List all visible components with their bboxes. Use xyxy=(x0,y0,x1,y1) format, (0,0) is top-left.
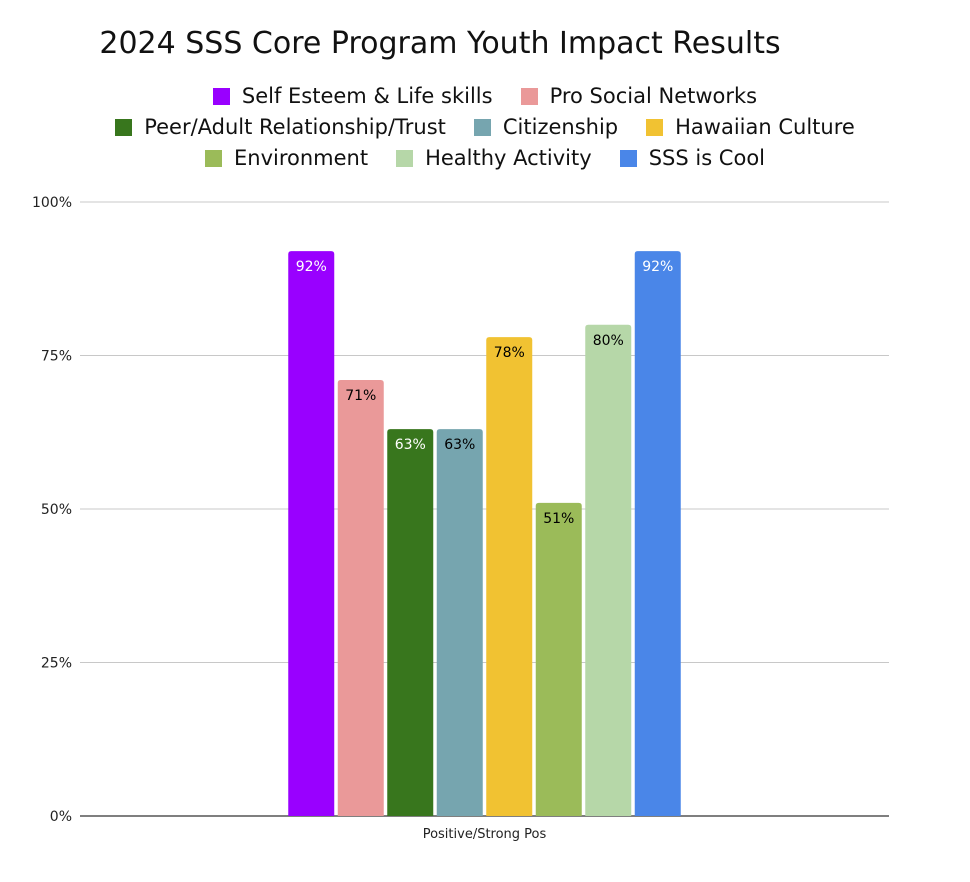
chart-title: 2024 SSS Core Program Youth Impact Resul… xyxy=(99,26,781,61)
y-tick-label: 75% xyxy=(41,349,72,365)
legend-swatch xyxy=(204,149,222,167)
legend-item-pro-social: Pro Social Networks xyxy=(520,84,758,108)
legend-swatch xyxy=(396,149,414,167)
legend-label: Citizenship xyxy=(502,115,619,139)
data-label: 78% xyxy=(494,345,525,361)
legend-label: Environment xyxy=(233,146,369,170)
legend-row-2: Peer/Adult Relationship/Trust Citizenshi… xyxy=(0,115,970,139)
y-tick-label: 50% xyxy=(41,502,72,518)
legend-item-self-esteem: Self Esteem & Life skills xyxy=(212,84,493,108)
legend-swatch xyxy=(520,87,538,105)
legend-item-healthy-activity: Healthy Activity xyxy=(396,146,592,170)
legend-item-hawaiian-culture: Hawaiian Culture xyxy=(646,115,855,139)
data-label: 51% xyxy=(543,511,574,527)
legend-row-1: Self Esteem & Life skills Pro Social Net… xyxy=(0,84,970,108)
bar-self-esteem-life-skills xyxy=(288,251,335,816)
data-label: 71% xyxy=(345,388,376,404)
bar-sss-is-cool xyxy=(634,251,681,816)
bar-healthy-activity xyxy=(585,324,632,816)
data-label: 63% xyxy=(444,437,475,453)
y-tick-label: 0% xyxy=(50,809,72,825)
legend-item-environment: Environment xyxy=(204,146,369,170)
legend-label: SSS is Cool xyxy=(648,146,765,170)
legend-swatch xyxy=(212,87,230,105)
legend-swatch xyxy=(115,118,133,136)
data-label: 63% xyxy=(395,437,426,453)
legend-label: Peer/Adult Relationship/Trust xyxy=(144,115,446,139)
legend-item-citizenship: Citizenship xyxy=(473,115,619,139)
legend-label: Self Esteem & Life skills xyxy=(241,84,493,108)
legend-row-3: Environment Healthy Activity SSS is Cool xyxy=(0,146,970,170)
y-tick-label: 25% xyxy=(41,656,72,672)
bar-citizenship xyxy=(436,429,483,816)
bar-peer-adult-relationship-trust xyxy=(387,429,434,816)
legend-label: Healthy Activity xyxy=(425,146,592,170)
bar-hawaiian-culture xyxy=(486,337,533,816)
data-label: 80% xyxy=(593,333,624,349)
legend-item-peer-adult: Peer/Adult Relationship/Trust xyxy=(115,115,446,139)
legend-swatch xyxy=(646,118,664,136)
legend-swatch xyxy=(619,149,637,167)
legend-label: Pro Social Networks xyxy=(549,84,758,108)
bar-environment xyxy=(535,502,582,816)
legend-item-sss-is-cool: SSS is Cool xyxy=(619,146,765,170)
data-label: 92% xyxy=(642,259,673,275)
data-label: 92% xyxy=(296,259,327,275)
legend-swatch xyxy=(473,118,491,136)
y-tick-label: 100% xyxy=(32,195,72,211)
bar-pro-social-networks xyxy=(337,380,384,816)
legend-label: Hawaiian Culture xyxy=(675,115,855,139)
x-category-label: Positive/Strong Pos xyxy=(423,827,547,842)
